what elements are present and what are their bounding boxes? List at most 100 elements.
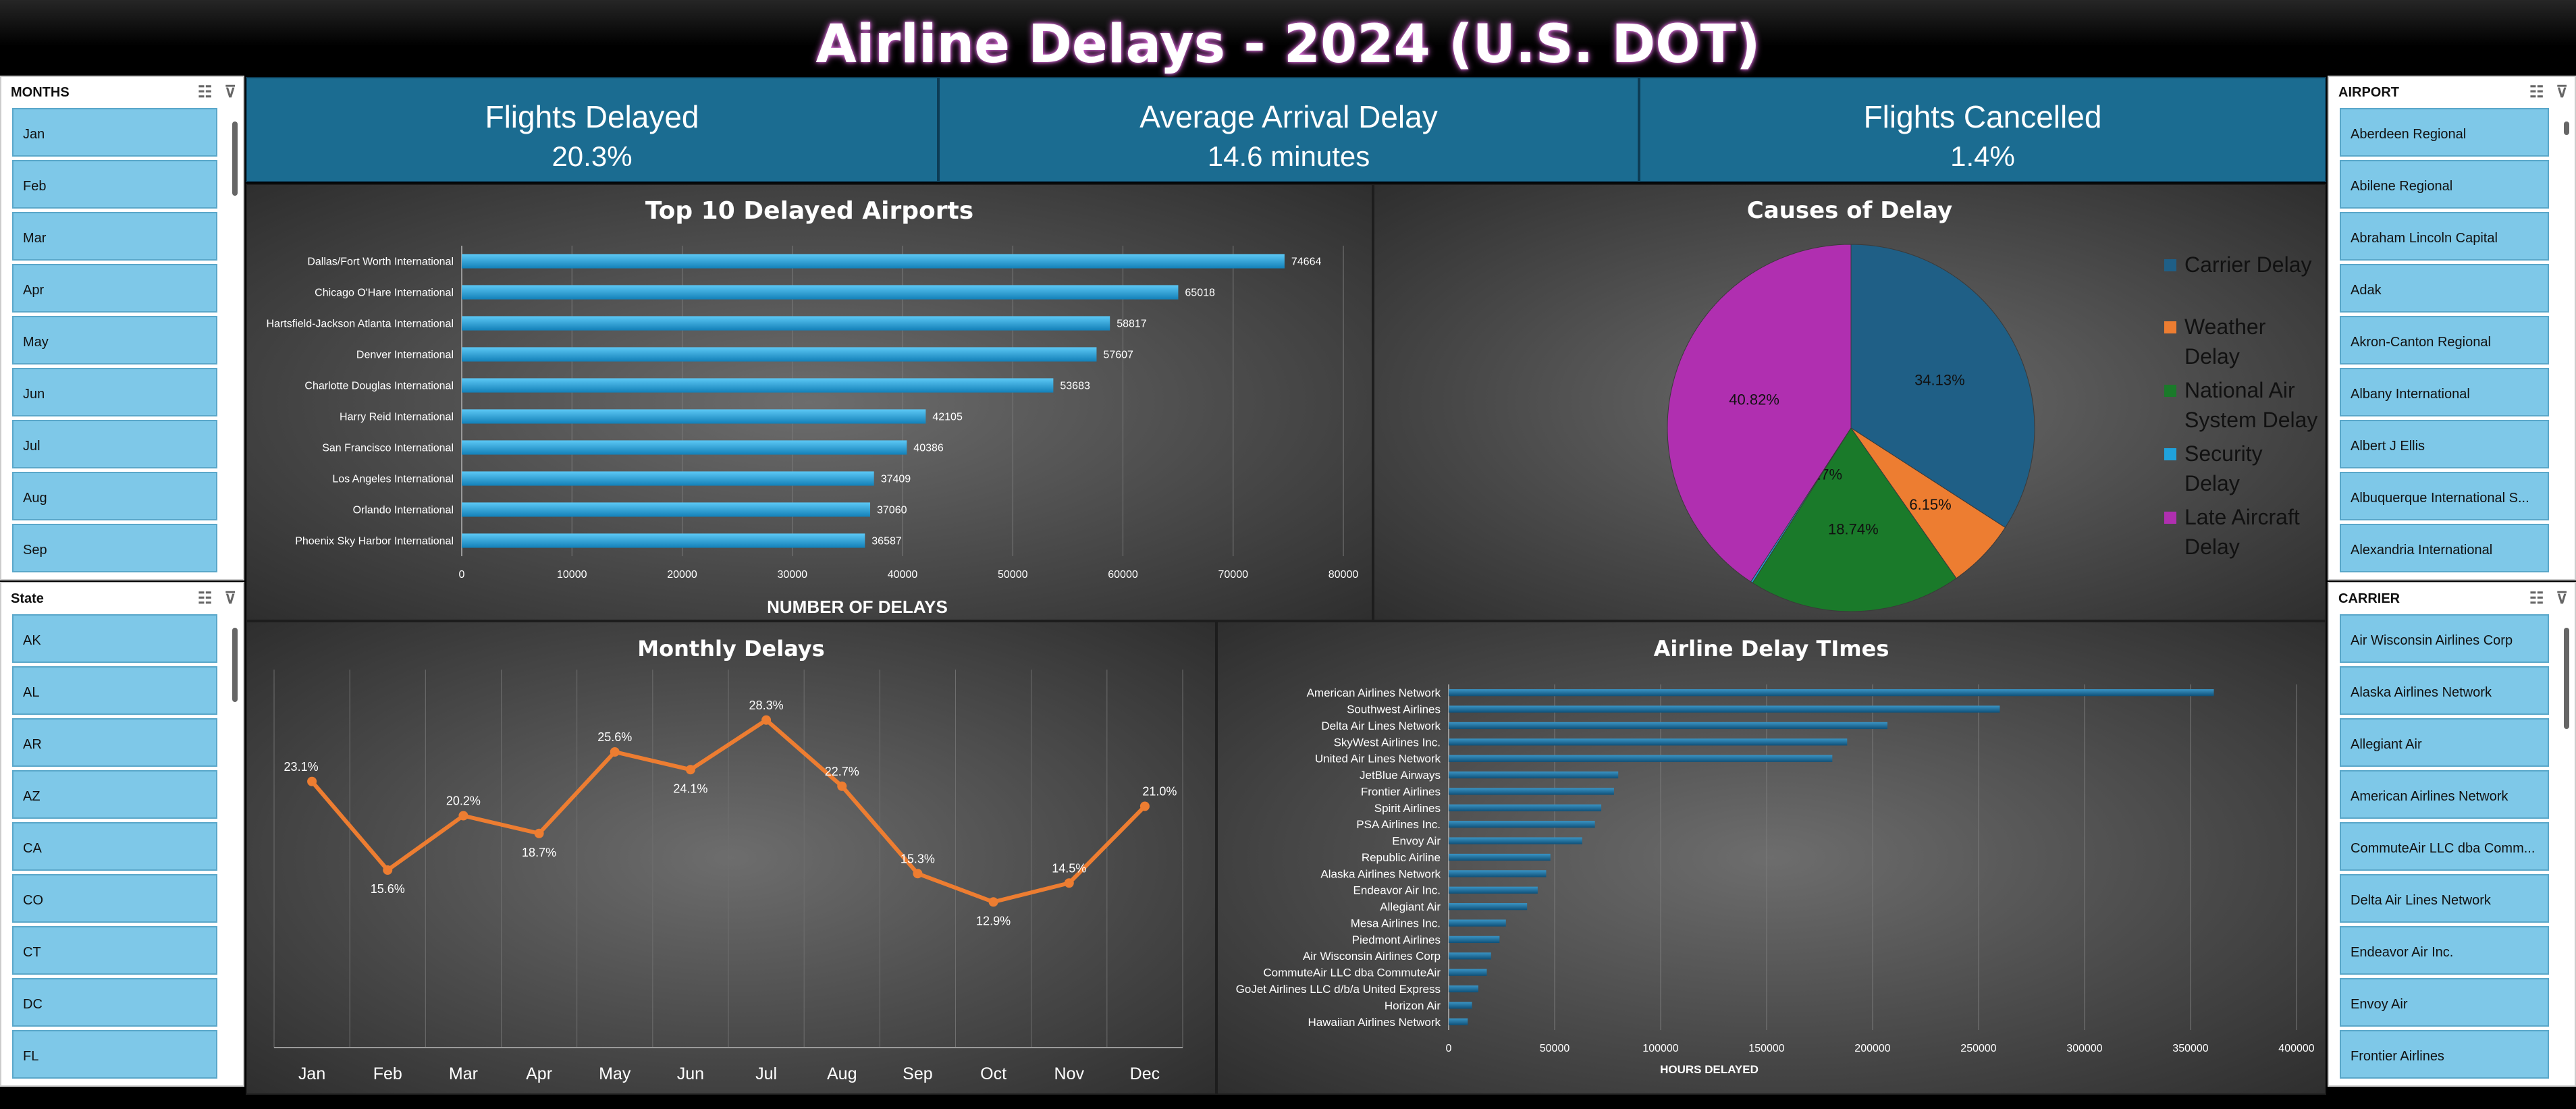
slicer-item[interactable]: Jan bbox=[12, 108, 217, 157]
legend-swatch bbox=[2164, 448, 2176, 460]
x-tick-label: 50000 bbox=[1540, 1043, 1570, 1054]
slicer-item[interactable]: Envoy Air bbox=[2340, 978, 2549, 1027]
multi-select-icon[interactable]: ☷ bbox=[197, 83, 213, 101]
data-label: 20.2% bbox=[446, 794, 481, 808]
x-axis-title: NUMBER OF DELAYS bbox=[767, 597, 948, 617]
slicer-item[interactable]: Akron-Canton Regional bbox=[2340, 316, 2549, 364]
slicer-item[interactable]: Jul bbox=[12, 420, 217, 468]
data-point bbox=[761, 715, 772, 725]
legend-item: Late Aircraft Delay bbox=[2164, 502, 2300, 562]
legend-label: Delay bbox=[2184, 344, 2240, 369]
category-label: Delta Air Lines Network bbox=[1321, 720, 1441, 732]
slicer-item[interactable]: Delta Air Lines Network bbox=[2340, 874, 2549, 923]
slicer-item[interactable]: CO bbox=[12, 874, 217, 923]
slicer-item[interactable]: AZ bbox=[12, 770, 217, 819]
legend-label: Weather bbox=[2184, 315, 2266, 339]
slicer-item[interactable]: Albuquerque International S... bbox=[2340, 472, 2549, 520]
multi-select-icon[interactable]: ☷ bbox=[2529, 83, 2544, 101]
slicer-item[interactable]: Albert J Ellis bbox=[2340, 420, 2549, 468]
slicer-item[interactable]: Sep bbox=[12, 524, 217, 572]
state-scrollbar[interactable] bbox=[232, 628, 238, 763]
top-airports-svg: 0 10000 20000 30000 40000 50000 60000 70000 8000… bbox=[267, 246, 1358, 617]
slicer-item[interactable]: Frontier Airlines bbox=[2340, 1030, 2549, 1079]
bar bbox=[462, 440, 907, 455]
airport-slicer-header: AIRPORT ☷ ⊽ bbox=[2329, 77, 2575, 107]
pie-slice bbox=[1667, 244, 1852, 583]
airport-scrollbar[interactable] bbox=[2564, 121, 2569, 256]
slicer-item[interactable]: Air Wisconsin Airlines Corp bbox=[2340, 614, 2549, 663]
slicer-item[interactable]: Jun bbox=[12, 368, 217, 416]
slicer-item[interactable]: Abraham Lincoln Capital bbox=[2340, 212, 2549, 261]
x-tick-label: 60000 bbox=[1108, 569, 1138, 580]
multi-select-icon[interactable]: ☷ bbox=[197, 589, 213, 607]
months-slicer-title: MONTHS bbox=[11, 85, 70, 100]
legend-label: Delay bbox=[2184, 535, 2240, 559]
slicer-item[interactable]: CT bbox=[12, 926, 217, 975]
multi-select-icon[interactable]: ☷ bbox=[2529, 589, 2544, 607]
scrollbar-thumb[interactable] bbox=[232, 121, 238, 196]
slicer-item[interactable]: Alaska Airlines Network bbox=[2340, 666, 2549, 715]
slicer-item[interactable]: AR bbox=[12, 718, 217, 767]
slicer-item[interactable]: May bbox=[12, 316, 217, 364]
x-tick-label: 0 bbox=[1446, 1043, 1452, 1054]
data-label: 12.9% bbox=[976, 914, 1011, 927]
slicer-item[interactable]: FL bbox=[12, 1030, 217, 1079]
data-label: 18.7% bbox=[522, 846, 556, 859]
carrier-scrollbar[interactable] bbox=[2564, 628, 2569, 763]
slicer-item[interactable]: AL bbox=[12, 666, 217, 715]
slicer-item[interactable]: Alexandria International bbox=[2340, 524, 2549, 572]
x-tick-label: Feb bbox=[373, 1064, 402, 1083]
category-label: Hawaiian Airlines Network bbox=[1308, 1016, 1441, 1029]
slicer-item[interactable]: Albany International bbox=[2340, 368, 2549, 416]
category-label: CommuteAir LLC dba CommuteAir bbox=[1263, 967, 1441, 979]
bar bbox=[1449, 738, 1848, 746]
bar bbox=[1449, 853, 1551, 861]
bar bbox=[1449, 788, 1614, 795]
data-label: 15.3% bbox=[901, 852, 935, 865]
slicer-item[interactable]: Mar bbox=[12, 212, 217, 261]
category-label: JetBlue Airways bbox=[1360, 769, 1441, 782]
chart-title: Top 10 Delayed Airports bbox=[645, 197, 974, 225]
category-label: Endeavor Air Inc. bbox=[1353, 884, 1441, 897]
category-label: Los Angeles International bbox=[332, 474, 454, 485]
slicer-item[interactable]: Adak bbox=[2340, 264, 2549, 313]
state-slicer: State ☷ ⊽ AK AL AR AZ CA CO CT DC FL bbox=[0, 582, 244, 1087]
scrollbar-thumb[interactable] bbox=[232, 628, 238, 702]
x-tick-label: 400000 bbox=[2278, 1043, 2314, 1054]
slicer-item[interactable]: Abilene Regional bbox=[2340, 160, 2549, 209]
category-label: GoJet Airlines LLC d/b/a United Express bbox=[1236, 983, 1441, 996]
bar bbox=[462, 471, 874, 486]
months-scrollbar[interactable] bbox=[232, 121, 238, 256]
airline-delay-times-chart: Airline Delay TImes 0 50000 100000 150000 20… bbox=[1216, 621, 2326, 1095]
scrollbar-thumb[interactable] bbox=[2564, 628, 2569, 729]
clear-filter-icon[interactable]: ⊽ bbox=[2556, 589, 2568, 607]
carrier-slicer-title: CARRIER bbox=[2338, 591, 2400, 606]
legend-label: National Air bbox=[2184, 378, 2295, 402]
slicer-item[interactable]: CommuteAir LLC dba Comm... bbox=[2340, 822, 2549, 871]
slicer-item[interactable]: DC bbox=[12, 978, 217, 1027]
bar bbox=[1449, 870, 1547, 877]
scrollbar-thumb[interactable] bbox=[2564, 121, 2569, 135]
x-tick-label: 300000 bbox=[2066, 1043, 2102, 1054]
clear-filter-icon[interactable]: ⊽ bbox=[224, 83, 236, 101]
slicer-item[interactable]: AK bbox=[12, 614, 217, 663]
series-line bbox=[310, 718, 1147, 904]
clear-filter-icon[interactable]: ⊽ bbox=[224, 589, 236, 607]
data-point bbox=[534, 828, 544, 838]
bar bbox=[462, 347, 1097, 362]
bar bbox=[462, 254, 1285, 269]
bar bbox=[1449, 755, 1833, 762]
slicer-item[interactable]: Apr bbox=[12, 264, 217, 313]
slicer-item[interactable]: Feb bbox=[12, 160, 217, 209]
slicer-item[interactable]: CA bbox=[12, 822, 217, 871]
clear-filter-icon[interactable]: ⊽ bbox=[2556, 83, 2568, 101]
data-label: 42105 bbox=[932, 412, 963, 423]
slicer-item[interactable]: Aberdeen Regional bbox=[2340, 108, 2549, 157]
data-label: 24.1% bbox=[673, 782, 707, 795]
x-tick-label: Oct bbox=[980, 1064, 1007, 1083]
slicer-item[interactable]: American Airlines Network bbox=[2340, 770, 2549, 819]
slicer-item[interactable]: Endeavor Air Inc. bbox=[2340, 926, 2549, 975]
slicer-item[interactable]: Allegiant Air bbox=[2340, 718, 2549, 767]
slicer-item[interactable]: Aug bbox=[12, 472, 217, 520]
bar bbox=[1449, 689, 2214, 697]
